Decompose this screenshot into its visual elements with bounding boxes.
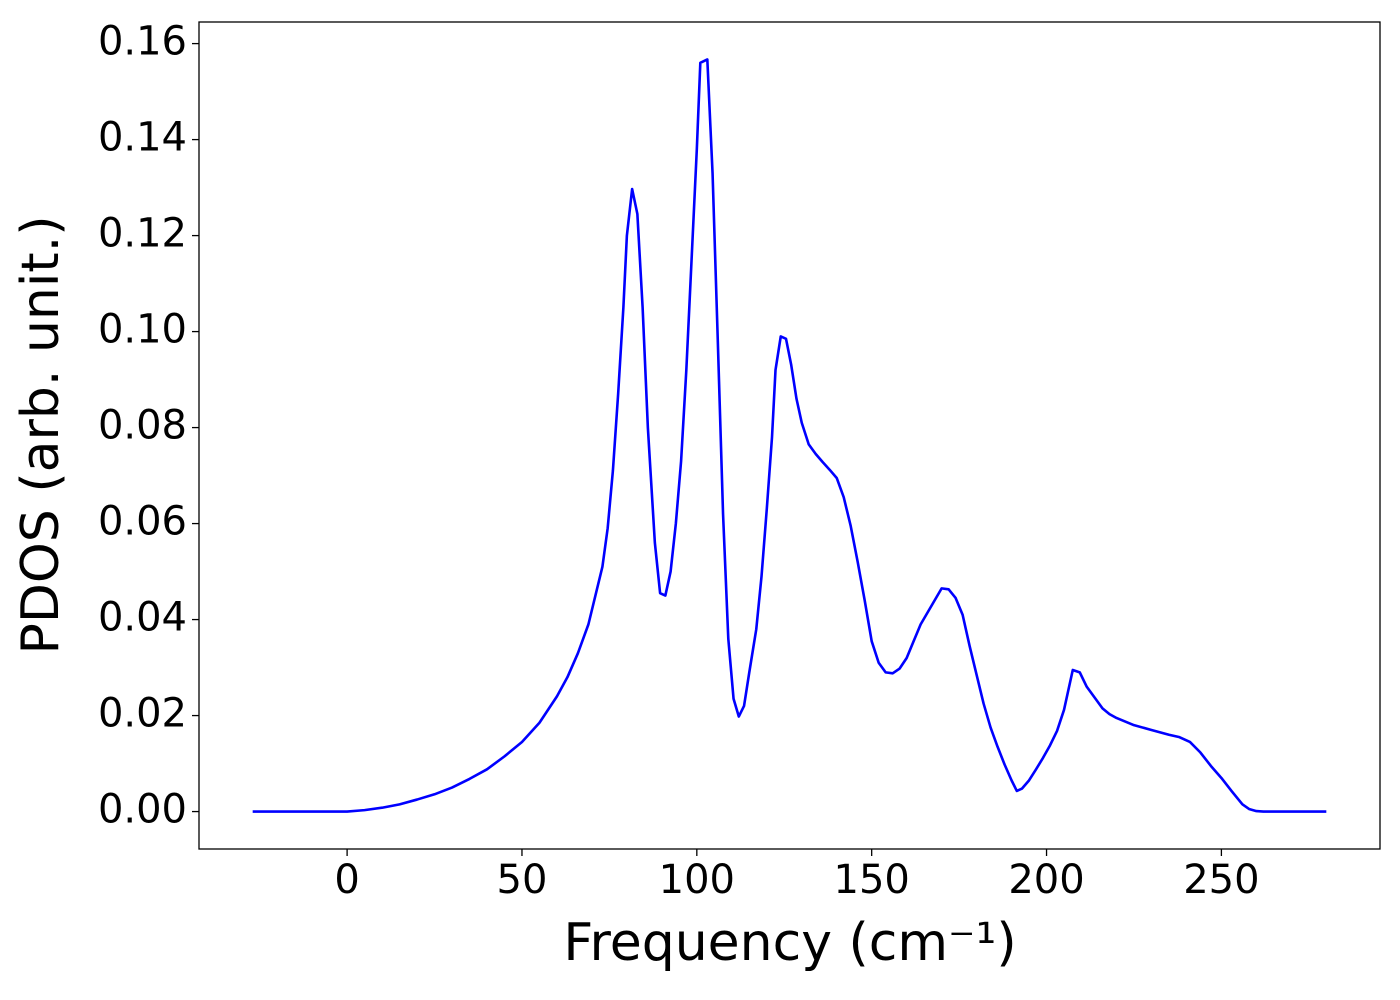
y-tick-label: 0.06	[98, 499, 187, 545]
y-tick-label: 0.08	[98, 403, 187, 449]
x-tick-label: 50	[497, 857, 548, 903]
y-tick-label: 0.02	[98, 691, 187, 737]
x-tick-label: 200	[1008, 857, 1084, 903]
x-tick-label: 0	[334, 857, 359, 903]
x-axis-label: Frequency (cm⁻¹)	[563, 913, 1016, 973]
y-tick-label: 0.16	[98, 19, 187, 65]
x-tick-label: 100	[659, 857, 735, 903]
x-tick-label: 250	[1183, 857, 1259, 903]
y-tick-label: 0.04	[98, 595, 187, 641]
y-axis-label: PDOS (arb. unit.)	[11, 215, 71, 654]
data-line	[252, 58, 1327, 813]
y-tick-label: 0.12	[98, 211, 187, 257]
plot-frame	[198, 21, 1381, 850]
y-tick-label: 0.10	[98, 307, 187, 353]
y-tick-label: 0.00	[98, 787, 187, 833]
x-tick-label: 150	[834, 857, 910, 903]
y-tick-label: 0.14	[98, 115, 187, 161]
